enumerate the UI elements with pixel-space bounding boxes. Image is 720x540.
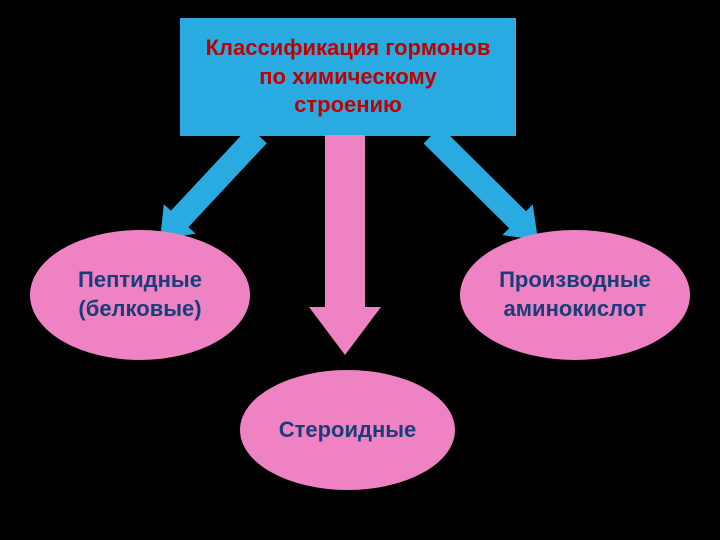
title-line1: Классификация гормонов (206, 34, 491, 63)
bubble-steroid: Стероидные (240, 370, 455, 490)
bubble-amino-line1: Производные (499, 266, 651, 295)
bubble-peptide-line2: (белковые) (78, 295, 201, 324)
arrow-center (305, 95, 385, 395)
title-line2: по химическому (259, 63, 436, 92)
bubble-peptide-line1: Пептидные (78, 266, 202, 295)
bubble-amino: Производные аминокислот (460, 230, 690, 360)
bubble-peptide: Пептидные (белковые) (30, 230, 250, 360)
bubble-steroid-line1: Стероидные (279, 416, 417, 445)
bubble-amino-line2: аминокислот (504, 295, 647, 324)
